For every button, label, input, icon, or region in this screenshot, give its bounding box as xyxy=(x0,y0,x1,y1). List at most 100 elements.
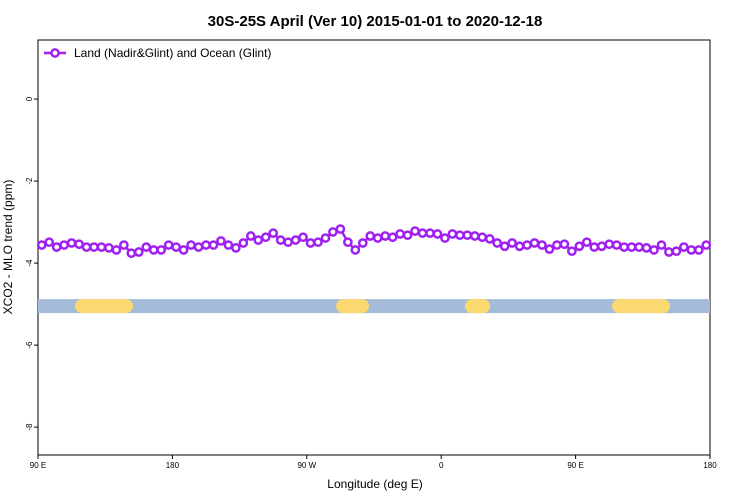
series-point xyxy=(305,238,316,248)
series-point xyxy=(395,229,405,239)
series-point xyxy=(89,242,99,252)
series-point xyxy=(350,245,361,255)
series-point xyxy=(604,239,615,250)
series-point xyxy=(357,238,368,248)
series-point xyxy=(559,239,570,250)
series-point xyxy=(462,230,473,241)
series-point xyxy=(611,240,622,250)
series-point xyxy=(44,237,55,248)
x-tick-label: 90 E xyxy=(567,461,583,470)
series-point xyxy=(432,229,443,239)
series-point xyxy=(589,242,600,252)
series-point xyxy=(74,239,84,250)
series-point xyxy=(119,240,129,250)
series-point xyxy=(365,231,376,241)
series-point xyxy=(59,240,69,250)
series-point xyxy=(514,241,525,252)
series-point xyxy=(96,242,107,252)
x-tick-label: 90 W xyxy=(297,461,316,470)
series-point xyxy=(290,235,301,245)
series-point xyxy=(193,242,204,252)
series-point xyxy=(522,240,532,250)
series-point xyxy=(141,242,152,252)
series-point xyxy=(231,243,241,253)
x-tick-label: 90 E xyxy=(30,461,46,470)
series-point xyxy=(440,233,450,243)
series-point xyxy=(372,233,383,243)
series-point xyxy=(619,242,629,252)
series-point xyxy=(253,235,264,245)
series-point xyxy=(634,242,644,252)
y-tick-label: -6 xyxy=(25,341,34,349)
y-tick-label: -2 xyxy=(25,177,34,185)
series-point xyxy=(171,242,181,252)
series-point xyxy=(581,237,592,248)
x-axis-label: Longitude (deg E) xyxy=(327,477,422,491)
series-point xyxy=(477,232,488,243)
series-point xyxy=(656,240,667,250)
series-point xyxy=(410,226,420,236)
series-point xyxy=(641,243,652,253)
series-point xyxy=(626,242,637,252)
series-point xyxy=(81,242,92,252)
series-point xyxy=(447,229,458,239)
series-point xyxy=(492,238,503,248)
series-point xyxy=(178,245,189,255)
series-point xyxy=(469,231,480,241)
series-point xyxy=(126,248,137,259)
series-point xyxy=(596,241,607,252)
series-point xyxy=(671,246,682,257)
series-point xyxy=(283,237,293,248)
series-point xyxy=(66,238,77,248)
series-point xyxy=(574,241,585,252)
land-segment xyxy=(464,299,491,314)
series-point xyxy=(455,230,465,241)
series-point xyxy=(425,228,435,238)
series-point xyxy=(133,247,144,257)
series-point xyxy=(649,245,659,255)
series-point xyxy=(320,233,331,243)
series-point xyxy=(148,245,159,255)
x-tick-label: 180 xyxy=(703,461,717,470)
series-point xyxy=(701,240,712,250)
series-point xyxy=(36,240,47,250)
series-point xyxy=(111,245,122,255)
y-tick-label: 0 xyxy=(25,96,34,101)
series-point xyxy=(402,230,413,241)
series-point xyxy=(544,244,555,254)
series-point xyxy=(552,240,562,250)
legend-marker xyxy=(50,48,60,58)
series-point xyxy=(238,238,249,248)
series-point xyxy=(201,240,211,250)
legend-label: Land (Nadir&Glint) and Ocean (Glint) xyxy=(74,46,271,60)
series-point xyxy=(156,245,167,255)
series-point xyxy=(343,237,353,248)
series-point xyxy=(186,240,196,250)
series-point xyxy=(163,240,174,250)
series-point xyxy=(686,245,697,255)
series-point xyxy=(499,241,510,252)
series-point xyxy=(275,235,286,245)
y-tick-label: -4 xyxy=(25,259,34,267)
x-tick-label: 0 xyxy=(439,461,444,470)
series-point xyxy=(260,232,271,243)
chart-title: 30S-25S April (Ver 10) 2015-01-01 to 202… xyxy=(208,13,543,30)
series-point xyxy=(51,242,62,252)
series-point xyxy=(335,224,346,234)
y-axis-label: XCO2 - MLO trend (ppm) xyxy=(1,180,15,315)
series-point xyxy=(417,228,428,238)
land-segment xyxy=(75,299,133,314)
series-point xyxy=(223,240,234,250)
series-point xyxy=(245,231,256,241)
series-point xyxy=(387,232,398,243)
series-point xyxy=(537,240,547,250)
land-segment xyxy=(336,299,369,314)
x-tick-label: 180 xyxy=(166,461,180,470)
series-point xyxy=(328,227,338,237)
series-point xyxy=(507,238,517,248)
series-point xyxy=(104,243,114,253)
y-tick-label: -8 xyxy=(25,423,34,431)
series-point xyxy=(529,238,540,248)
series-point xyxy=(313,237,323,248)
